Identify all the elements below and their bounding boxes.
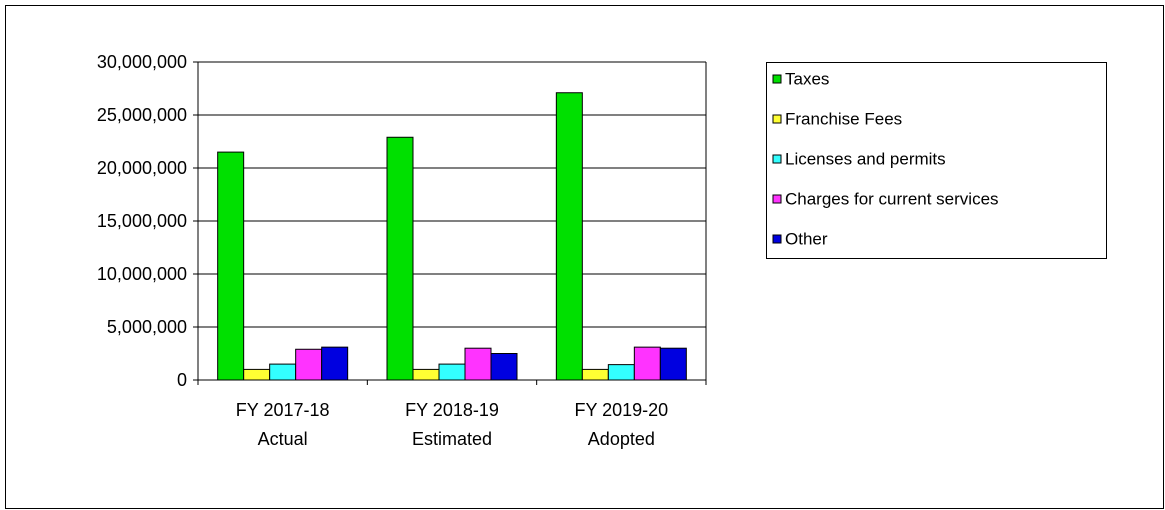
bar bbox=[607, 364, 635, 381]
y-tick-label: 10,000,000 bbox=[97, 264, 187, 284]
legend-swatch bbox=[772, 114, 782, 124]
legend-label: Taxes bbox=[785, 69, 829, 88]
bar bbox=[464, 347, 492, 381]
bar bbox=[438, 363, 466, 381]
legend-label: Franchise Fees bbox=[785, 109, 902, 128]
x-tick-label: FY 2018-19 Estimated bbox=[405, 400, 499, 449]
bar bbox=[217, 151, 245, 381]
y-tick-label: 20,000,000 bbox=[97, 158, 187, 178]
legend-label: Licenses and permits bbox=[785, 149, 946, 168]
bar bbox=[243, 368, 271, 381]
bar bbox=[490, 353, 518, 381]
legend-label: Charges for current services bbox=[785, 189, 999, 208]
bar bbox=[321, 346, 349, 381]
legend-label: Other bbox=[785, 229, 828, 248]
bar bbox=[633, 346, 661, 381]
bar bbox=[295, 348, 323, 381]
legend-swatch bbox=[772, 234, 782, 244]
bar bbox=[659, 347, 687, 381]
bar bbox=[412, 368, 440, 381]
y-tick-label: 30,000,000 bbox=[97, 52, 187, 72]
y-tick-label: 25,000,000 bbox=[97, 105, 187, 125]
bar bbox=[555, 92, 583, 381]
legend-box bbox=[766, 62, 1107, 259]
x-tick-label: FY 2019-20 Adopted bbox=[574, 400, 668, 449]
y-tick-label: 5,000,000 bbox=[107, 317, 187, 337]
legend-swatch bbox=[772, 154, 782, 164]
y-tick-label: 0 bbox=[177, 370, 187, 390]
bar bbox=[581, 368, 609, 381]
bar bbox=[269, 363, 297, 381]
y-tick-label: 15,000,000 bbox=[97, 211, 187, 231]
x-tick-label: FY 2017-18 Actual bbox=[236, 400, 330, 449]
legend-swatch bbox=[772, 194, 782, 204]
legend-swatch bbox=[772, 74, 782, 84]
bar bbox=[386, 136, 414, 381]
